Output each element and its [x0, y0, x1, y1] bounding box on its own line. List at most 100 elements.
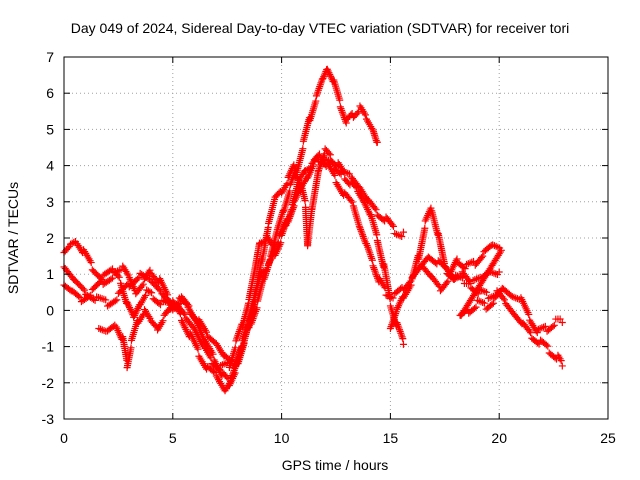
x-tick-label: 15	[383, 430, 399, 446]
data-point	[542, 341, 550, 349]
y-tick-label: -2	[42, 375, 55, 391]
x-tick-label: 25	[600, 430, 616, 446]
data-point	[283, 180, 291, 188]
series-track-6	[419, 241, 566, 337]
y-tick-label: 1	[46, 266, 54, 282]
data-point	[184, 300, 192, 308]
data-point	[353, 109, 361, 117]
data-point	[464, 276, 472, 284]
data-point	[277, 239, 285, 247]
y-tick-label: 5	[46, 121, 54, 137]
data-point	[211, 369, 219, 377]
data-point	[70, 238, 78, 246]
data-point	[156, 301, 164, 309]
data-point	[309, 161, 317, 169]
data-point	[151, 321, 159, 329]
y-tick-label: 3	[46, 194, 54, 210]
data-point	[91, 296, 99, 304]
data-point	[544, 342, 552, 350]
data-point	[299, 145, 307, 153]
data-point	[398, 232, 406, 240]
y-tick-label: 7	[46, 49, 54, 65]
data-point	[67, 240, 75, 248]
data-point	[75, 292, 83, 300]
data-point	[142, 291, 150, 299]
data-point	[541, 322, 549, 330]
data-point	[533, 329, 541, 337]
data-point	[155, 286, 163, 294]
data-point	[139, 280, 147, 288]
data-point	[286, 187, 294, 195]
data-point	[471, 304, 479, 312]
x-tick-label: 0	[60, 430, 68, 446]
data-point	[488, 300, 496, 308]
axis-ticks: 0 5 10 15 20 25 -3 -2 -1 0 1 2 3 4 5 6 7	[42, 49, 616, 446]
data-point	[472, 303, 480, 311]
data-point	[371, 204, 379, 212]
data-point	[133, 275, 141, 283]
data-point	[238, 343, 246, 351]
data-point	[107, 275, 115, 283]
data-point	[194, 345, 202, 353]
data-point	[550, 321, 558, 329]
data-point	[79, 285, 87, 293]
data-point	[538, 324, 546, 332]
data-point	[361, 111, 369, 119]
data-point	[492, 242, 500, 250]
data-point	[477, 254, 485, 262]
data-point	[453, 255, 461, 263]
data-point	[489, 299, 497, 307]
data-point	[556, 315, 564, 323]
data-point	[461, 265, 469, 273]
x-axis-label: GPS time / hours	[282, 457, 389, 473]
data-point	[64, 244, 72, 252]
data-point	[473, 275, 481, 283]
y-tick-label: 0	[46, 302, 54, 318]
data-point	[558, 319, 566, 327]
data-point	[185, 302, 193, 310]
data-point	[336, 96, 344, 104]
x-tick-label: 10	[274, 430, 290, 446]
data-point	[352, 184, 360, 192]
y-tick-label: -3	[42, 411, 55, 427]
data-point	[372, 206, 380, 214]
data-point	[115, 273, 123, 281]
data-point	[290, 161, 298, 169]
data-points	[60, 65, 566, 395]
data-point	[399, 335, 407, 343]
data-point	[226, 377, 234, 385]
data-point	[326, 151, 334, 159]
data-point	[80, 286, 88, 294]
data-point	[113, 296, 121, 304]
y-tick-label: -1	[42, 339, 55, 355]
data-point	[209, 350, 217, 358]
data-point	[399, 228, 407, 236]
data-point	[421, 224, 429, 232]
data-point	[76, 293, 84, 301]
data-point	[549, 322, 557, 330]
data-point	[176, 300, 184, 308]
chart-title: Day 049 of 2024, Sidereal Day-to-day VTE…	[71, 20, 570, 36]
data-point	[146, 288, 154, 296]
data-point	[351, 182, 359, 190]
data-point	[479, 252, 487, 260]
y-tick-label: 6	[46, 85, 54, 101]
data-point	[368, 256, 376, 264]
data-point	[495, 268, 503, 276]
data-point	[176, 310, 184, 318]
data-point	[499, 294, 507, 302]
data-point	[301, 197, 309, 205]
data-point	[203, 328, 211, 336]
data-point	[434, 281, 442, 289]
data-point	[159, 317, 167, 325]
data-point	[500, 296, 508, 304]
data-point	[347, 196, 355, 204]
x-tick-label: 5	[169, 430, 177, 446]
data-point	[209, 367, 217, 375]
data-point	[175, 301, 183, 309]
y-tick-label: 2	[46, 230, 54, 246]
data-point	[527, 329, 535, 337]
data-point	[477, 298, 485, 306]
grid	[64, 57, 608, 419]
